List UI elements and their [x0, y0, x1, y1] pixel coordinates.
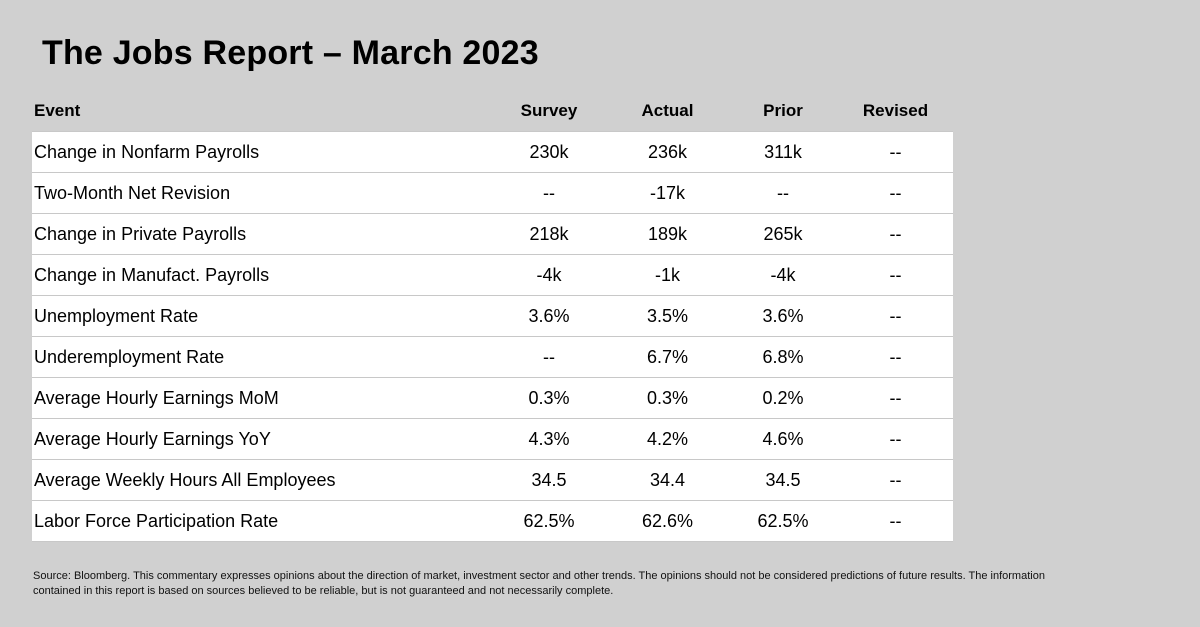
header-event: Event [34, 101, 81, 120]
cell-prior: -- [777, 182, 789, 203]
cell-event: Average Weekly Hours All Employees [34, 469, 336, 490]
source-disclaimer: Source: Bloomberg. This commentary expre… [33, 570, 1045, 597]
cell-actual: 6.7% [646, 346, 689, 367]
cell-prior: 6.8% [762, 346, 804, 367]
cell-survey: 3.6% [528, 305, 570, 326]
cell-event: Two-Month Net Revision [34, 182, 231, 203]
header-survey: Survey [520, 101, 578, 120]
table-row: Unemployment Rate 3.6% 3.5% 3.6% -- [32, 295, 953, 336]
table-row: Change in Private Payrolls 218k 189k 265k -- [32, 213, 953, 254]
cell-event: Change in Nonfarm Payrolls [34, 141, 260, 162]
cell-actual: 62.6% [641, 510, 694, 531]
cell-actual: -17k [649, 182, 685, 203]
cell-actual: 236k [647, 141, 688, 162]
table-row: Average Weekly Hours All Employees 34.5 34… [32, 459, 953, 500]
cell-survey: -- [543, 182, 555, 203]
cell-prior: 4.6% [762, 428, 804, 449]
table-row: Change in Nonfarm Payrolls 230k 236k 311k -- [32, 131, 953, 172]
cell-event: Average Hourly Earnings YoY [34, 428, 271, 449]
cell-prior: 3.6% [762, 305, 804, 326]
cell-revised: -- [889, 428, 902, 449]
cell-prior: -4k [770, 264, 796, 285]
cell-prior: 265k [763, 223, 803, 244]
table-row: Average Hourly Earnings MoM 0.3% 0.3% 0.2% -… [32, 377, 953, 418]
cell-revised: -- [889, 223, 902, 244]
cell-actual: 34.4 [649, 469, 686, 490]
cell-survey: 4.3% [528, 428, 570, 449]
table-row: Change in Manufact. Payrolls -4k -1k -4k -- [32, 254, 953, 295]
cell-revised: -- [889, 346, 902, 367]
cell-survey: 218k [529, 223, 569, 244]
cell-survey: 62.5% [523, 510, 575, 531]
cell-actual: 0.3% [646, 387, 689, 408]
cell-event: Labor Force Participation Rate [34, 510, 279, 531]
cell-revised: -- [889, 141, 902, 162]
table-row: Average Hourly Earnings YoY 4.3% 4.2% 4.6% -… [32, 418, 953, 459]
cell-actual: 4.2% [646, 428, 689, 449]
cell-prior: 311k [764, 141, 802, 162]
cell-survey: 0.3% [528, 387, 570, 408]
cell-event: Unemployment Rate [34, 305, 199, 326]
cell-prior: 0.2% [762, 387, 804, 408]
table-body: Change in Nonfarm Payrolls 230k 236k 311k --… [32, 131, 953, 542]
table-row: Underemployment Rate -- 6.7% 6.8% -- [32, 336, 953, 377]
cell-survey: -- [543, 346, 555, 367]
cell-event: Underemployment Rate [34, 346, 225, 367]
table-row: Two-Month Net Revision -- -17k -- -- [32, 172, 953, 213]
cell-prior: 34.5 [765, 469, 801, 490]
cell-revised: -- [889, 510, 902, 531]
cell-revised: -- [889, 305, 902, 326]
cell-survey: 34.5 [531, 469, 567, 490]
cell-actual: 189k [647, 223, 688, 244]
table-row: Labor Force Participation Rate 62.5% 62.6%… [32, 500, 953, 542]
cell-actual: -1k [654, 264, 680, 285]
header-actual: Actual [641, 101, 694, 120]
cell-survey: 230k [529, 141, 569, 162]
header-revised: Revised [862, 101, 929, 120]
cell-survey: -4k [536, 264, 562, 285]
cell-actual: 3.5% [646, 305, 689, 326]
cell-prior: 62.5% [757, 510, 809, 531]
cell-event: Average Hourly Earnings MoM [34, 387, 279, 408]
page-title: The Jobs Report – March 2023 [42, 34, 539, 72]
header-prior: Prior [763, 101, 803, 120]
cell-revised: -- [889, 182, 902, 203]
cell-revised: -- [889, 469, 902, 490]
cell-revised: -- [889, 387, 902, 408]
cell-event: Change in Private Payrolls [34, 223, 247, 244]
jobs-report-table: Event Survey Actual Prior Revised Change… [32, 91, 953, 542]
cell-revised: -- [889, 264, 902, 285]
table-header: Event Survey Actual Prior Revised [32, 91, 953, 131]
cell-event: Change in Manufact. Payrolls [34, 264, 270, 285]
